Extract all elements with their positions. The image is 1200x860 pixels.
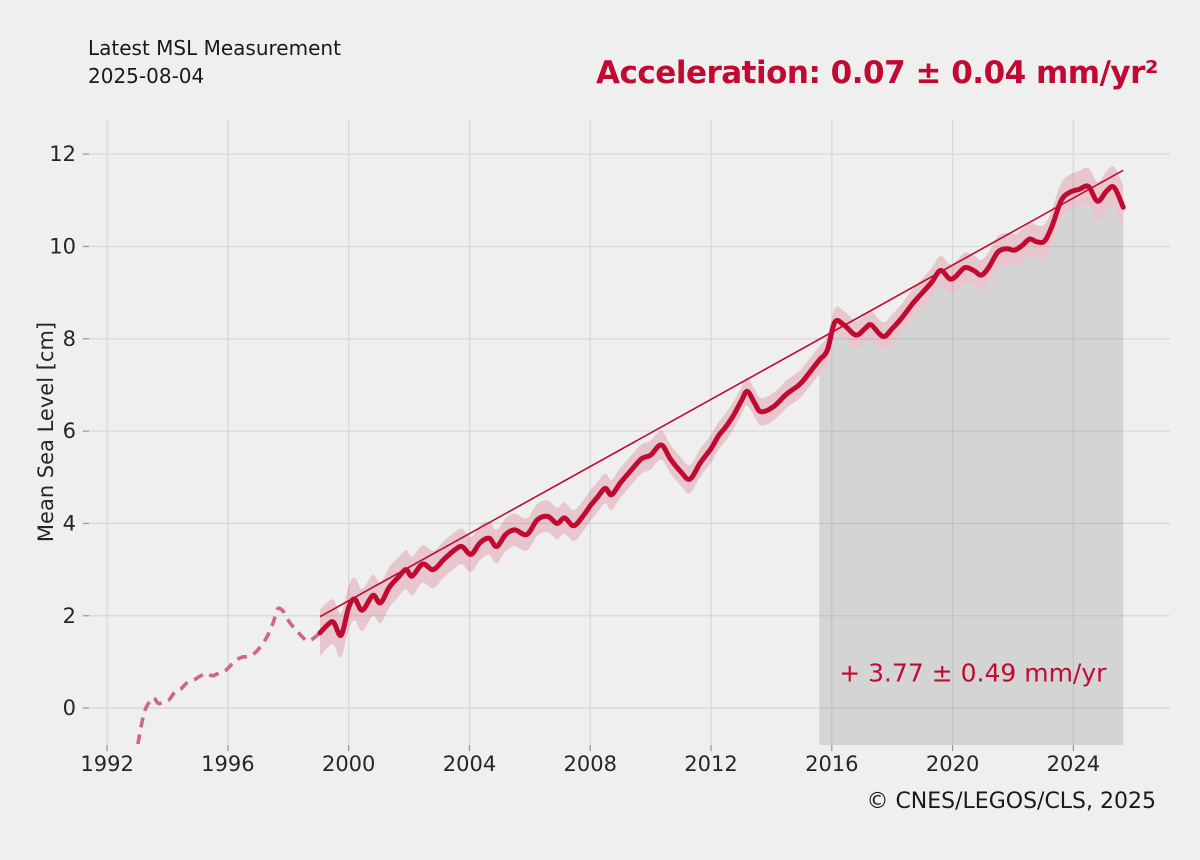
- tick-marks: [83, 153, 1075, 751]
- x-tick-label: 2024: [1047, 752, 1100, 776]
- y-tick-label: 2: [63, 604, 76, 628]
- x-tick-label: 2008: [564, 752, 617, 776]
- msl-filtered-line: [317, 183, 1126, 638]
- y-tick-label: 10: [49, 234, 76, 258]
- trend-rate-annotation: + 3.77 ± 0.49 mm/yr: [839, 658, 1107, 687]
- msl-early-dashed-line: [136, 606, 322, 745]
- x-tick-label: 2012: [684, 752, 737, 776]
- y-tick-label: 0: [63, 696, 76, 720]
- latest-measurement-title: Latest MSL Measurement: [88, 36, 341, 60]
- y-tick-label: 6: [63, 419, 76, 443]
- y-tick-label: 8: [63, 327, 76, 351]
- x-tick-label: 2004: [443, 752, 496, 776]
- x-tick-label: 1992: [80, 752, 133, 776]
- y-axis-label: Mean Sea Level [cm]: [34, 321, 58, 543]
- y-tick-labels: 0 2 4 6 8 10 12: [49, 142, 76, 720]
- x-tick-label: 1996: [201, 752, 254, 776]
- x-tick-label: 2000: [322, 752, 375, 776]
- linear-trend-line: [319, 169, 1124, 618]
- trend-period-highlight: [819, 204, 1124, 745]
- plot-region: [136, 166, 1126, 745]
- y-tick-label: 12: [49, 142, 76, 166]
- acceleration-value: Acceleration: 0.07 ± 0.04 mm/yr²: [596, 55, 1158, 91]
- copyright-text: © CNES/LEGOS/CLS, 2025: [866, 789, 1156, 814]
- x-tick-labels: 1992 1996 2000 2004 2008 2012 2016 2020 2024: [80, 752, 1100, 776]
- latest-measurement-date: 2025-08-04: [88, 64, 205, 88]
- x-tick-label: 2020: [926, 752, 979, 776]
- y-tick-label: 4: [63, 511, 76, 535]
- gridlines: [89, 120, 1170, 745]
- x-tick-label: 2016: [805, 752, 858, 776]
